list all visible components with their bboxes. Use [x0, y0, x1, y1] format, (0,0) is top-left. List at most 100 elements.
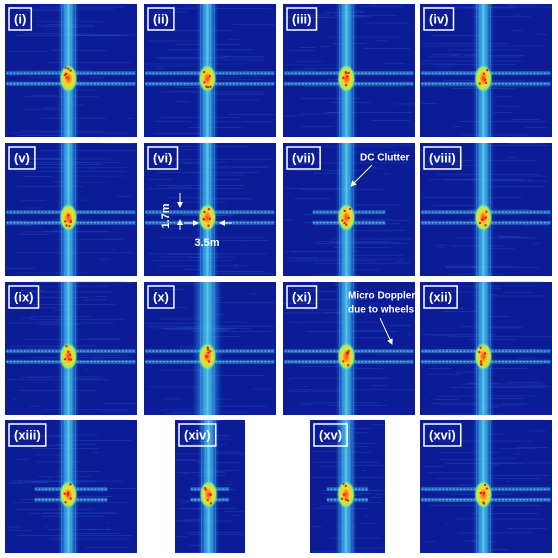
target-return	[59, 64, 78, 93]
target-point	[67, 67, 70, 71]
target-return	[59, 203, 78, 232]
label-text: (x)	[153, 289, 169, 304]
label-text: (iv)	[429, 11, 449, 26]
target-point	[203, 81, 206, 84]
label-text: (iii)	[292, 11, 312, 26]
target-point	[344, 498, 348, 501]
annotation: 1.7m	[160, 203, 172, 228]
panel-label: (xiii)	[8, 423, 47, 447]
target-return	[59, 342, 78, 371]
radar-panel: (xi)	[283, 282, 415, 415]
target-point	[347, 216, 351, 220]
radar-panel: (xv)	[310, 420, 385, 553]
target-point	[478, 82, 481, 85]
label-text: (xi)	[292, 289, 312, 304]
target-point	[346, 75, 349, 78]
panel-label: (ii)	[147, 7, 175, 31]
target-point	[69, 497, 72, 500]
target-point	[205, 355, 208, 358]
target-return	[474, 342, 493, 371]
panel-label: (xv)	[313, 423, 348, 447]
label-box	[8, 423, 47, 447]
target-point	[345, 351, 349, 354]
target-return	[198, 203, 217, 232]
target-point	[209, 493, 212, 497]
target-point	[347, 349, 350, 353]
target-point	[344, 83, 348, 87]
radar-panel: (iii)	[283, 4, 415, 137]
label-box	[423, 146, 462, 170]
target-point	[342, 493, 346, 496]
target-return	[474, 203, 493, 232]
label-text: (vi)	[153, 150, 173, 165]
label-box	[423, 7, 455, 31]
target-point	[342, 360, 345, 363]
label-box	[8, 146, 36, 170]
target-return	[337, 64, 356, 93]
target-point	[202, 217, 205, 221]
target-point	[64, 66, 67, 70]
target-point	[207, 351, 210, 354]
arrow	[350, 164, 373, 187]
panel-label: (x)	[147, 285, 175, 309]
radar-panel: (viii)	[420, 143, 552, 276]
radar-panel: (x)	[144, 282, 276, 415]
annotation: 3.5m	[194, 237, 219, 249]
target-point	[484, 216, 487, 219]
target-point	[341, 219, 344, 222]
label-box	[423, 423, 462, 447]
target-point	[347, 71, 350, 75]
target-point	[482, 72, 486, 75]
target-point	[65, 76, 68, 79]
label-text: (xii)	[429, 289, 452, 304]
radar-panel: (v)	[5, 143, 137, 276]
radar-panel: (xii)	[420, 281, 552, 415]
target-point	[63, 492, 67, 495]
target-point	[340, 497, 344, 500]
target-return	[337, 203, 356, 232]
target-point	[206, 85, 210, 89]
target-point	[208, 74, 211, 78]
panel-label: (xi)	[286, 285, 318, 309]
panel-label: (iii)	[286, 7, 318, 31]
target-point	[203, 210, 206, 214]
radar-panel: (xiv)	[175, 420, 245, 553]
label-box	[147, 7, 175, 31]
target-point	[482, 491, 486, 495]
target-return	[474, 64, 493, 93]
target-point	[484, 81, 488, 84]
target-point	[346, 499, 350, 502]
target-point	[208, 217, 212, 221]
target-point	[64, 501, 67, 504]
target-point	[65, 224, 68, 227]
label-box	[147, 146, 179, 170]
panel-label: (vii)	[286, 146, 321, 170]
target-point	[485, 210, 488, 213]
target-point	[485, 487, 489, 490]
label-text: (i)	[14, 11, 26, 26]
label-box	[286, 146, 321, 170]
target-point	[483, 483, 487, 487]
radar-panel: (ix)	[5, 281, 137, 415]
target-point	[347, 364, 350, 367]
annotation: Micro Doppler	[348, 291, 415, 302]
target-point	[67, 213, 70, 217]
target-point	[486, 68, 489, 72]
target-point	[345, 223, 348, 226]
label-box	[8, 7, 33, 31]
target-point	[343, 209, 346, 213]
label-text: (ii)	[153, 11, 169, 26]
arrow	[379, 317, 393, 345]
target-point	[206, 346, 209, 349]
target-point	[63, 358, 67, 361]
target-point	[207, 224, 210, 227]
target-point	[342, 76, 345, 79]
target-point	[68, 224, 71, 228]
target-point	[343, 221, 346, 225]
target-point	[482, 502, 486, 505]
panel-label: (xiv)	[178, 423, 217, 447]
target-point	[348, 207, 352, 211]
target-point	[480, 218, 484, 221]
label-text: (xiv)	[184, 427, 211, 442]
target-point	[68, 353, 72, 356]
